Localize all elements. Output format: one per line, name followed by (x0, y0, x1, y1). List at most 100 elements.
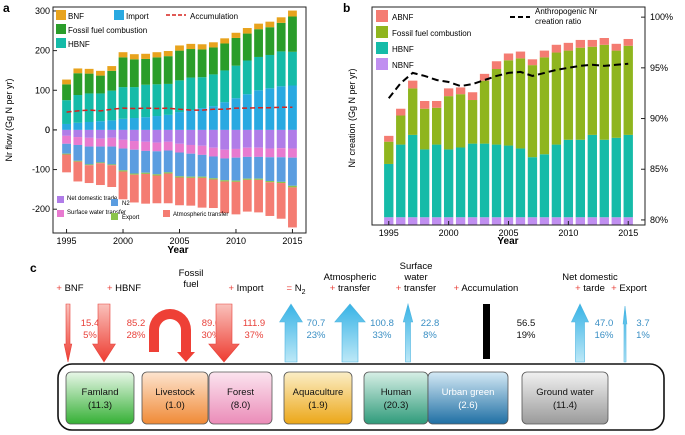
flow-arrow-export (622, 305, 628, 363)
bar-b-hbnf-2014 (611, 137, 621, 218)
bar-b-hbnf-2007 (527, 157, 538, 218)
bar-b-abnf-2012 (587, 39, 597, 47)
bar-a-atmospheric-transfer-1997 (84, 165, 94, 184)
flow-sign-5: + (330, 283, 338, 294)
bar-b-nbnf-2006 (515, 217, 526, 225)
bar-a-bnf-2007 (197, 44, 207, 50)
legend-label-export: Export (122, 215, 140, 221)
sector-box-aquaculture (283, 371, 353, 425)
bar-b-hbnf-2009 (551, 144, 562, 218)
bar-b-abnf-2000 (443, 88, 454, 97)
flow-label-9-line0: + Export (611, 283, 647, 294)
xtick-label-a-1995: 1995 (57, 236, 77, 246)
flow-label-1: + HBNF (107, 283, 141, 294)
legend-label-fossil: Fossil fuel combustion (68, 26, 147, 35)
bar-b-hbnf-2003 (479, 143, 490, 218)
bar-a-export-2007 (197, 176, 207, 178)
bar-a-export-2003 (152, 174, 162, 176)
bar-a-atmospheric-transfer-2003 (152, 175, 162, 204)
bar-a-atmospheric-transfer-2001 (129, 174, 139, 203)
bar-a-hbnf-2004 (163, 83, 173, 115)
flow-label-7-line0: + Accumulation (454, 283, 519, 294)
sector-name-human: Human (381, 387, 412, 398)
bar-a-hbnf-2008 (208, 74, 218, 107)
xtick-label-a-2015: 2015 (282, 236, 302, 246)
legend-label-hbnf-b: HBNF (392, 45, 414, 54)
bar-a-fossil-fuel-combustion-2009 (220, 43, 230, 71)
flow-label-8-line0: Net domestic (562, 272, 618, 283)
flow-pct-4: 23% (306, 330, 326, 341)
bar-a-bnf-1995 (62, 79, 71, 85)
sector-name-famland: Famland (82, 387, 119, 398)
bar-a-import-1998 (96, 121, 105, 130)
bar-b-nbnf-2013 (599, 217, 609, 225)
bar-b-fossil-fuel-combustion-2013 (599, 44, 609, 140)
flow-sign-0: + (56, 283, 64, 294)
bar-a-import-2014 (276, 86, 286, 130)
bar-a-bnf-2004 (163, 51, 173, 57)
bar-a-fossil-fuel-combustion-2011 (242, 33, 252, 61)
bar-a-import-2002 (141, 117, 151, 130)
bar-a-hbnf-2003 (152, 84, 162, 117)
bar-a-atmospheric-transfer-2000 (118, 171, 128, 200)
bar-a-bnf-2015 (288, 10, 297, 17)
bar-b-nbnf-1998 (420, 217, 430, 225)
bar-b-hbnf-2006 (515, 148, 526, 218)
panel-b-ratio-line (387, 62, 629, 99)
panel-label-c: c (30, 261, 37, 275)
bar-a-net-domestic-trade-2007 (197, 129, 207, 146)
flow-sign-6: + (396, 283, 404, 294)
flow-label-5: Atmospheric + transfer (324, 272, 377, 294)
legend-label-ratio-line1: Anthropogenic Nr (535, 7, 598, 16)
bar-a-atmospheric-transfer-1999 (107, 165, 117, 188)
bar-a-n2-2007 (197, 154, 207, 177)
bar-a-export-2001 (129, 173, 139, 175)
flow-sign-8: + (575, 283, 583, 294)
bar-a-hbnf-1997 (84, 93, 94, 122)
flow-value-7: 56.5 (517, 318, 536, 329)
bar-a-fossil-fuel-combustion-2004 (163, 56, 173, 84)
flow-label-7: + Accumulation (454, 283, 519, 294)
bar-b-hbnf-2013 (599, 139, 609, 218)
panel-label-b: b (343, 1, 350, 15)
bar-b-nbnf-1997 (408, 217, 418, 225)
bar-a-fossil-fuel-combustion-2001 (129, 59, 139, 88)
sector-value-forest: (8.0) (231, 400, 251, 411)
bar-a-export-1995 (62, 153, 71, 155)
bar-b-nbnf-2014 (611, 217, 621, 225)
bar-a-n2-2004 (163, 150, 173, 173)
bar-a-net-domestic-trade-1996 (73, 129, 83, 138)
bar-a-hbnf-2000 (118, 87, 128, 119)
sector-name-livestock: Livestock (155, 387, 195, 398)
bar-b-fossil-fuel-combustion-1996 (396, 115, 406, 145)
bar-a-hbnf-2010 (231, 65, 241, 99)
sector-value-human: (20.3) (384, 400, 409, 411)
flow-label-n2-eq: = (287, 283, 295, 294)
flow-text-1-0: HBNF (115, 283, 141, 294)
bar-a-atmospheric-transfer-1998 (96, 163, 105, 186)
flow-label-5-line1: + transfer (330, 283, 370, 294)
bar-b-nbnf-2011 (575, 217, 586, 225)
bar-a-net-domestic-trade-1997 (84, 129, 94, 138)
bar-a-n2-2000 (118, 148, 128, 171)
bar-a-surface-water-transfer-2008 (208, 147, 218, 157)
bar-a-n2-2012 (254, 156, 263, 179)
flow-value-2: 89.0 (202, 318, 221, 329)
legend-label-nbnf: NBNF (392, 61, 414, 70)
flow-text-6-1: water (403, 272, 427, 283)
bar-a-surface-water-transfer-2003 (152, 142, 162, 152)
bar-a-surface-water-transfer-1999 (107, 137, 117, 147)
bar-a-import-2008 (208, 106, 218, 130)
bar-a-bnf-2000 (118, 52, 128, 58)
bar-a-fossil-fuel-combustion-2000 (118, 57, 128, 88)
bar-a-fossil-fuel-combustion-1997 (84, 73, 94, 94)
bar-b-abnf-2007 (527, 59, 538, 66)
bar-a-fossil-fuel-combustion-2010 (231, 37, 241, 66)
flow-label-9: + Export (611, 283, 647, 294)
bar-a-atmospheric-transfer-2002 (141, 173, 151, 204)
bar-a-hbnf-2014 (276, 51, 286, 87)
line-a-accumulation (66, 106, 293, 113)
legend-label-atmospheric: Atmospheric transfer (173, 212, 228, 218)
flow-label-0-line0: + BNF (56, 283, 83, 294)
bar-b-hbnf-1997 (408, 134, 418, 218)
